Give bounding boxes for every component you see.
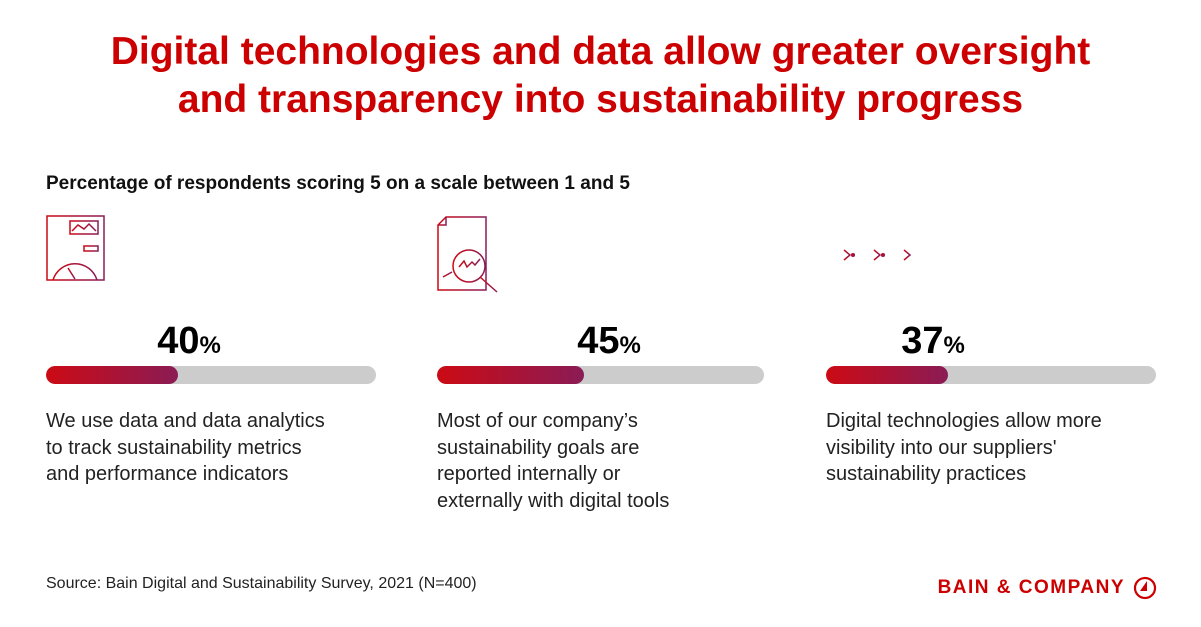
stat-3-description: Digital technologies allow more visibili… — [826, 410, 1102, 485]
document-magnifier-icon — [437, 216, 498, 293]
stat-1: 40% We use data and data analytics to tr… — [46, 215, 386, 545]
stat-3-unit: % — [943, 332, 965, 359]
stat-1-progress-bar — [46, 366, 376, 384]
stat-2-number: 45 — [577, 320, 620, 362]
title-line-2: and transparency into sustainability pro… — [177, 78, 1024, 121]
stat-2: 45% Most of our company’s sustainability… — [437, 215, 777, 545]
stat-1-description: We use data and data analytics to track … — [46, 410, 325, 485]
stat-3: 37% Digital technologies allow more visi… — [826, 215, 1166, 545]
stat-3-number: 37 — [901, 320, 944, 362]
stat-2-description: Most of our company’s sustainability goa… — [437, 410, 670, 512]
stat-1-progress-fill — [46, 366, 178, 384]
bain-logo: BAIN & COMPANY — [938, 576, 1157, 600]
source-note: Source: Bain Digital and Sustainability … — [46, 575, 477, 592]
stat-2-progress-bar — [437, 366, 764, 384]
stat-3-value: 37% — [901, 320, 965, 363]
stat-2-unit: % — [619, 332, 641, 359]
stat-2-progress-fill — [437, 366, 585, 384]
bain-logo-icon — [1133, 576, 1157, 600]
arrows-flow-icon — [827, 249, 912, 261]
title-line-1: Digital technologies and data allow grea… — [110, 30, 1091, 73]
subtitle: Percentage of respondents scoring 5 on a… — [46, 173, 630, 194]
stat-2-value: 45% — [577, 320, 641, 363]
logo-text: BAIN & COMPANY — [937, 577, 1125, 598]
stat-1-unit: % — [199, 332, 221, 359]
stat-3-progress-fill — [826, 366, 949, 384]
page-title: Digital technologies and data allow grea… — [0, 28, 1201, 124]
stat-1-value: 40% — [157, 320, 221, 363]
stat-3-progress-bar — [826, 366, 1156, 384]
dashboard-report-icon — [46, 215, 105, 281]
stat-1-number: 40 — [157, 320, 200, 362]
